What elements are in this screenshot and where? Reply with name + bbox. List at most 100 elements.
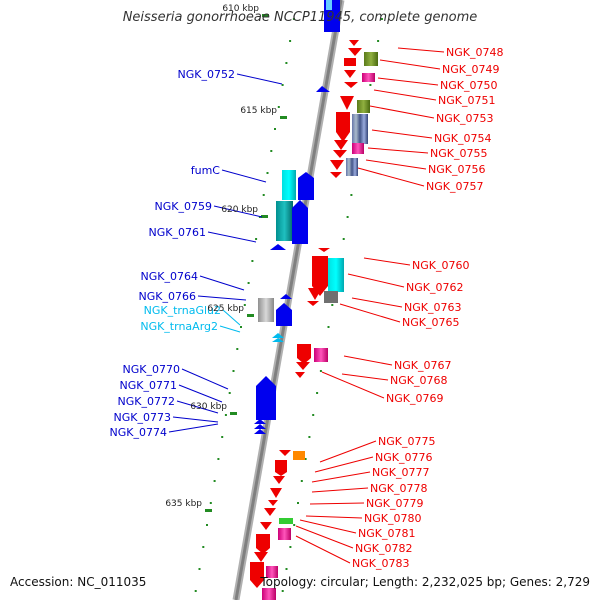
- map-title: Neisseria gonorrhoeae NCCP11945, complet…: [122, 10, 478, 25]
- leader-line: [213, 205, 263, 218]
- right-gene-label[interactable]: NGK_0750: [440, 79, 497, 92]
- right-gene-label[interactable]: NGK_0753: [436, 112, 493, 125]
- axis-dot: [292, 18, 295, 20]
- gene-arrow: [260, 522, 272, 530]
- gene-arrow: [254, 429, 266, 434]
- gene-block: [276, 201, 293, 241]
- gene-arrow: [295, 372, 305, 378]
- leader-line: [311, 471, 371, 483]
- right-gene-label[interactable]: NGK_0778: [370, 482, 427, 495]
- right-gene-label[interactable]: NGK_0775: [378, 435, 435, 448]
- gene-arrow: [279, 450, 291, 456]
- axis-dot: [213, 480, 216, 482]
- left-gene-label[interactable]: NGK_0766: [139, 290, 196, 303]
- right-gene-label[interactable]: NGK_0749: [442, 63, 499, 76]
- right-labels: NGK_0748 NGK_0749 NGK_0750 NGK_0751 NGK_0753…: [352, 46, 503, 570]
- leader-line: [369, 105, 435, 119]
- left-gene-label[interactable]: NGK_0759: [155, 200, 212, 213]
- gene-arrow: [270, 488, 282, 498]
- right-gene-label[interactable]: NGK_0765: [402, 316, 459, 329]
- ruler-label: 625 kbp: [207, 304, 244, 314]
- leader-line: [357, 167, 425, 187]
- left-gene-label[interactable]: NGK_0752: [178, 68, 235, 81]
- ruler-tick: [247, 314, 254, 317]
- axis-dot: [277, 106, 280, 108]
- ruler-label: 630 kbp: [190, 402, 227, 412]
- leader-line: [168, 423, 219, 433]
- gene-block: [293, 451, 305, 460]
- gene-block: [262, 588, 276, 600]
- axis-dot: [209, 502, 212, 504]
- left-gene-label[interactable]: NGK_0770: [123, 363, 180, 376]
- leader-line: [236, 73, 283, 85]
- axis-dot: [289, 546, 292, 548]
- right-gene-label[interactable]: NGK_0783: [352, 557, 409, 570]
- gene-arrow: [272, 333, 284, 338]
- axis-dot: [270, 150, 273, 152]
- right-gene-label[interactable]: NGK_0779: [366, 497, 423, 510]
- leader-line: [207, 231, 257, 243]
- left-gene-label[interactable]: NGK_0764: [141, 270, 198, 283]
- right-gene-label[interactable]: NGK_0782: [355, 542, 412, 555]
- leader-line: [305, 515, 363, 519]
- axis-dot: [274, 128, 276, 130]
- axis-dot: [331, 304, 334, 306]
- left-gene-label[interactable]: NGK_trnaArg2: [140, 320, 218, 333]
- leader-line: [181, 368, 229, 390]
- leader-line: [199, 275, 245, 291]
- gene-block: [352, 114, 368, 144]
- left-gene-label[interactable]: NGK_0761: [149, 226, 206, 239]
- right-gene-label[interactable]: NGK_0751: [438, 94, 495, 107]
- right-gene-label[interactable]: NGK_0767: [394, 359, 451, 372]
- right-gene-label[interactable]: NGK_0748: [446, 46, 503, 59]
- right-gene-label[interactable]: NGK_0780: [364, 512, 421, 525]
- axis-dot: [312, 414, 315, 416]
- gene-arrow: [272, 338, 284, 342]
- gene-arrow: [336, 112, 350, 142]
- right-gene-label[interactable]: NGK_0769: [386, 392, 443, 405]
- left-gene-label[interactable]: fumC: [191, 164, 221, 177]
- gene-arrow: [256, 534, 270, 554]
- gene-arrow: [307, 301, 319, 306]
- axis-dot: [304, 458, 307, 460]
- right-gene-label[interactable]: NGK_0777: [372, 466, 429, 479]
- gene-arrow: [333, 150, 347, 158]
- gene-block: [362, 73, 375, 82]
- axis-dot: [221, 436, 224, 438]
- gene-arrow: [292, 200, 308, 244]
- gene-arrow: [273, 476, 285, 484]
- leader-line: [295, 535, 351, 564]
- right-gene-label[interactable]: NGK_0756: [428, 163, 485, 176]
- right-gene-label[interactable]: NGK_0762: [406, 281, 463, 294]
- axis-dot: [255, 238, 258, 240]
- gene-arrow: [330, 172, 342, 178]
- right-gene-label[interactable]: NGK_0776: [375, 451, 432, 464]
- gene-arrow: [254, 424, 266, 429]
- leader-line: [314, 456, 374, 473]
- gene-arrow: [348, 48, 362, 56]
- axis-dot: [342, 238, 345, 240]
- ruler-labels: 610 kbp 615 kbp 620 kbp 625 kbp 630 kbp 635 k…: [165, 4, 277, 509]
- left-gene-label[interactable]: NGK_0771: [120, 379, 177, 392]
- leader-line: [219, 325, 241, 333]
- axis-dot: [224, 414, 227, 416]
- left-gene-label[interactable]: NGK_trnaGlu2: [144, 304, 221, 317]
- right-gene-label[interactable]: NGK_0768: [390, 374, 447, 387]
- right-gene-label[interactable]: NGK_0760: [412, 259, 469, 272]
- left-gene-label[interactable]: NGK_0774: [110, 426, 167, 439]
- gene-arrow: [312, 256, 328, 296]
- right-gene-label[interactable]: NGK_0755: [430, 147, 487, 160]
- axis-dot: [240, 326, 242, 328]
- leader-line: [197, 295, 247, 301]
- leader-lines: [168, 47, 445, 564]
- left-gene-label[interactable]: NGK_0773: [114, 411, 171, 424]
- right-gene-label[interactable]: NGK_0757: [426, 180, 483, 193]
- right-gene-label[interactable]: NGK_0754: [434, 132, 491, 145]
- gene-block: [326, 0, 332, 10]
- gene-block: [364, 52, 378, 66]
- right-gene-label[interactable]: NGK_0763: [404, 301, 461, 314]
- gene-arrow: [254, 552, 268, 562]
- left-gene-label[interactable]: NGK_0772: [118, 395, 175, 408]
- leader-line: [299, 519, 357, 534]
- right-gene-label[interactable]: NGK_0781: [358, 527, 415, 540]
